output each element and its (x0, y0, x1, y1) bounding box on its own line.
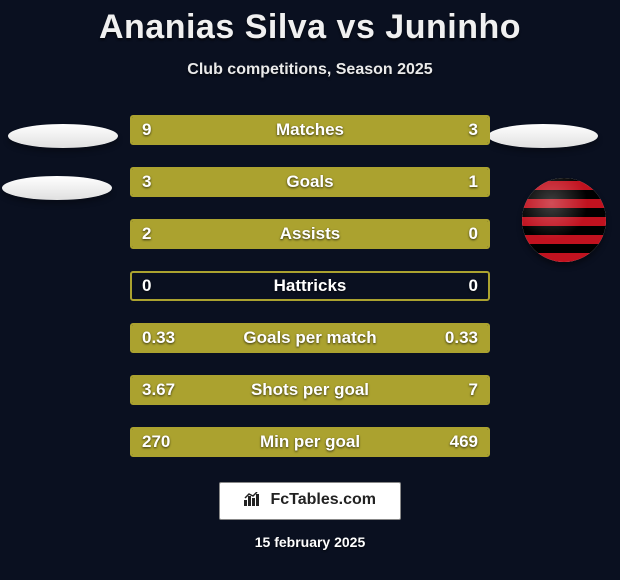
brand-label: FcTables.com (270, 491, 376, 508)
stat-label: Goals (132, 172, 488, 192)
stat-label: Matches (132, 120, 488, 140)
player-left-club-badge-1 (8, 124, 118, 148)
header: Ananias Silva vs Juninho Club competitio… (0, 0, 620, 79)
brand-chart-icon (244, 492, 260, 511)
stat-value-right: 7 (469, 380, 478, 400)
stat-bar: 0.33Goals per match0.33 (130, 323, 490, 353)
page-subtitle: Club competitions, Season 2025 (0, 61, 620, 79)
stat-bar: 3.67Shots per goal7 (130, 375, 490, 405)
footer: FcTables.com (0, 482, 620, 520)
flamengo-crest-icon (522, 178, 606, 262)
stat-bar: 9Matches3 (130, 115, 490, 145)
stat-bars-container: 9Matches33Goals12Assists00Hattricks00.33… (130, 115, 490, 457)
player-left-club-badge-2 (2, 176, 112, 200)
stat-bar: 3Goals1 (130, 167, 490, 197)
stat-bar: 0Hattricks0 (130, 271, 490, 301)
stat-bar: 2Assists0 (130, 219, 490, 249)
player-right-club-badge-1 (488, 124, 598, 148)
stat-label: Shots per goal (132, 380, 488, 400)
stat-label: Goals per match (132, 328, 488, 348)
stat-label: Min per goal (132, 432, 488, 452)
stat-label: Assists (132, 224, 488, 244)
brand-box: FcTables.com (219, 482, 401, 520)
stat-value-right: 3 (469, 120, 478, 140)
page-title: Ananias Silva vs Juninho (0, 8, 620, 47)
stat-value-right: 1 (469, 172, 478, 192)
stat-value-right: 469 (450, 432, 478, 452)
stat-bar: 270Min per goal469 (130, 427, 490, 457)
stat-value-right: 0 (469, 276, 478, 296)
stat-value-right: 0 (469, 224, 478, 244)
stat-value-right: 0.33 (445, 328, 478, 348)
stat-label: Hattricks (132, 276, 488, 296)
footer-date: 15 february 2025 (0, 534, 620, 550)
